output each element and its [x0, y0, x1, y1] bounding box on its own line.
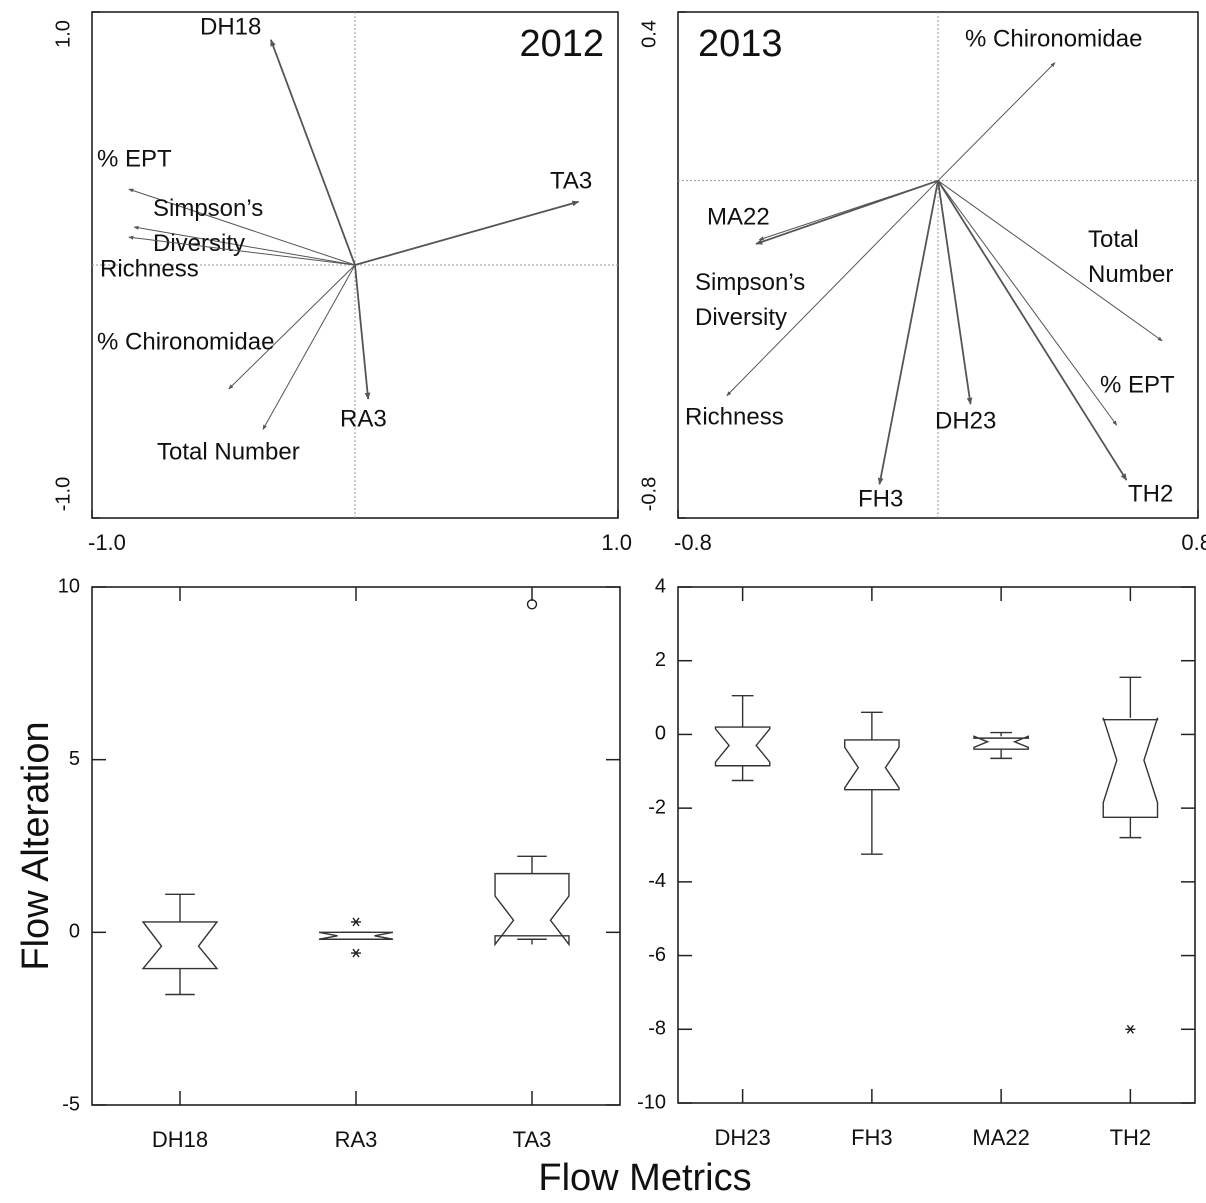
vector-arrow — [877, 180, 939, 485]
y-tick-label: 1.0 — [52, 20, 74, 48]
x-tick-label: DH23 — [715, 1125, 771, 1150]
vector-label: % EPT — [1100, 371, 1175, 398]
vector-label: % Chironomidae — [97, 328, 274, 355]
vector-arrow — [269, 39, 356, 266]
outlier — [351, 917, 361, 927]
x-tick-label: TA3 — [513, 1127, 552, 1152]
vector-arrow — [937, 180, 1128, 481]
x-tick-label: -0.8 — [674, 530, 712, 555]
vector-arrow — [758, 180, 939, 241]
vector-label: TH2 — [1128, 480, 1173, 507]
notched-box — [141, 921, 219, 970]
vector-arrow — [354, 200, 580, 266]
x-tick-label: RA3 — [335, 1127, 378, 1152]
plot-frame — [91, 586, 621, 1106]
x-tick-label: -1.0 — [88, 530, 126, 555]
y-tick-label: 0 — [655, 723, 666, 745]
vector-label: % EPT — [97, 145, 172, 172]
y-tick-label: -6 — [648, 944, 666, 966]
notched-box — [494, 872, 570, 947]
notched-box — [844, 739, 900, 791]
vector-label: RA3 — [340, 405, 387, 432]
x-axis-title: Flow Metrics — [538, 1157, 751, 1199]
vector-arrow — [937, 180, 973, 405]
vector-arrow — [128, 235, 356, 266]
x-tick-label: MA22 — [972, 1125, 1029, 1150]
vector-label: Total Number — [1088, 226, 1173, 288]
y-tick-label: -4 — [648, 870, 666, 892]
vector-label: FH3 — [858, 485, 903, 512]
notched-box — [318, 931, 394, 940]
x-tick-label: DH18 — [152, 1127, 208, 1152]
y-tick-label: 0 — [69, 921, 80, 943]
notched-box — [714, 726, 771, 767]
vector-arrow — [937, 180, 1118, 426]
notched-box — [1102, 717, 1159, 819]
vector-label: % Chironomidae — [965, 25, 1142, 52]
vector-arrow — [133, 225, 356, 266]
y-tick-label: -10 — [637, 1091, 666, 1113]
notched-box — [973, 735, 1029, 750]
x-tick-label: 0.8 — [1181, 530, 1206, 555]
y-tick-label: -5 — [62, 1093, 80, 1115]
outlier — [1125, 1024, 1136, 1034]
vector-label: DH23 — [935, 407, 996, 434]
y-tick-label: -8 — [648, 1018, 666, 1040]
vector-label: Simpson’s Diversity — [695, 269, 812, 331]
far-outlier — [526, 599, 538, 610]
x-tick-label: 1.0 — [601, 530, 632, 555]
y-tick-label: -1.0 — [52, 477, 74, 511]
y-tick-label: -0.8 — [638, 477, 660, 511]
vector-label: Total Number — [157, 438, 300, 465]
panel-year: 2012 — [519, 23, 604, 65]
panel-year: 2013 — [698, 23, 783, 65]
vector-arrow — [228, 264, 356, 390]
vector-label: Richness — [685, 403, 784, 430]
y-tick-label: -2 — [648, 796, 666, 818]
vector-arrow — [937, 180, 1163, 342]
vector-arrow — [262, 264, 356, 430]
vector-arrow — [726, 180, 939, 397]
y-axis-title: Flow Alteration — [15, 721, 57, 970]
y-tick-label: 2 — [655, 649, 666, 671]
x-tick-label: FH3 — [851, 1125, 893, 1150]
y-tick-label: 10 — [58, 575, 80, 597]
y-tick-label: 5 — [69, 748, 80, 770]
x-tick-label: TH2 — [1110, 1125, 1152, 1150]
vector-arrow — [937, 62, 1056, 182]
vector-label: Richness — [100, 255, 199, 282]
plot-frame — [677, 586, 1196, 1104]
y-tick-label: 0.4 — [638, 20, 660, 48]
vector-arrow — [128, 188, 356, 266]
y-tick-label: 4 — [655, 575, 666, 597]
vector-label: Simpson’s Diversity — [153, 195, 270, 257]
vector-label: DH18 — [200, 13, 261, 40]
vector-label: TA3 — [550, 167, 592, 194]
vector-label: MA22 — [707, 203, 770, 230]
vector-arrow — [354, 264, 371, 400]
outlier — [351, 948, 361, 958]
